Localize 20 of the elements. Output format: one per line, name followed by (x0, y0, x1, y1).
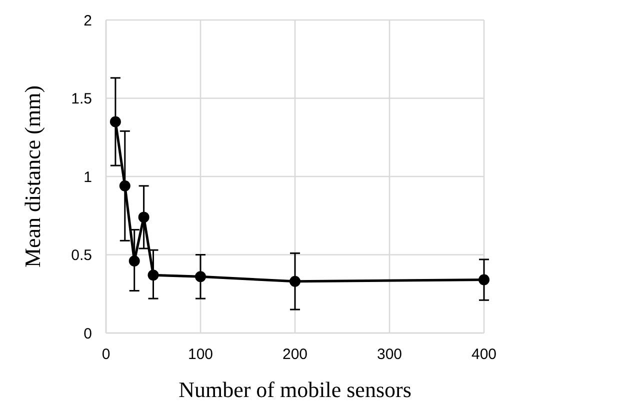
point (478, 274, 490, 286)
point (195, 271, 206, 282)
x-tick-label: 0 (102, 346, 110, 363)
x-axis-title: Number of mobile sensors (178, 377, 412, 402)
y-tick-label: 2 (84, 12, 92, 30)
x-tick-label: 300 (376, 346, 402, 363)
x-tick-label: 400 (471, 346, 497, 363)
x-tick-label: 200 (282, 346, 308, 363)
point (110, 116, 121, 128)
point (128, 256, 140, 267)
y-tick-label: 0 (84, 325, 92, 342)
y-tick-label: 0.5 (71, 247, 92, 264)
x-tick-label: 100 (188, 346, 214, 363)
point (119, 180, 130, 192)
point (138, 212, 150, 223)
y-axis-title: Mean distance (mm) (20, 85, 45, 268)
point (148, 270, 159, 281)
y-tick-label: 1.5 (71, 90, 92, 108)
y-tick-label: 1 (84, 168, 92, 186)
point (290, 276, 300, 287)
